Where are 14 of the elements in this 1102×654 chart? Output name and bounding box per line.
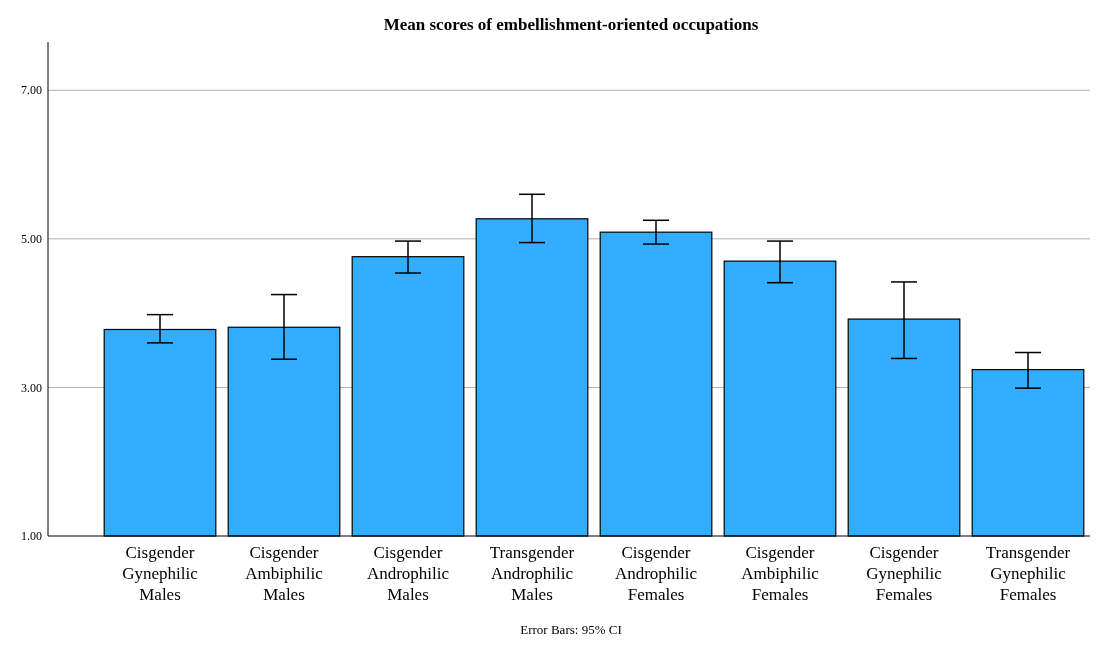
x-tick-label: Transgender Gynephilic Females (985, 543, 1071, 604)
text: Error Bars: 95% CI (520, 622, 622, 637)
x-tick-label: Cisgender Androphilic Females (614, 543, 698, 604)
x-tick-label: Cisgender Ambiphilic Females (741, 543, 820, 604)
x-tick-label: Transgender Androphilic Males (489, 543, 575, 604)
x-tick-label: Cisgender Gynephilic Males (122, 543, 199, 604)
y-tick-label: 1.00 (21, 529, 42, 544)
y-tick-label: 3.00 (21, 380, 42, 395)
y-tick-label: 5.00 (21, 232, 42, 247)
chart-title: Mean scores of embellishment-oriented occupations (383, 15, 759, 34)
x-tick-label: Cisgender Gynephilic Females (866, 543, 943, 604)
x-tick-label: Cisgender Androphilic Males (366, 543, 450, 604)
x-tick-label: Cisgender Ambiphilic Males (245, 543, 324, 604)
y-tick-label: 7.00 (21, 83, 42, 98)
